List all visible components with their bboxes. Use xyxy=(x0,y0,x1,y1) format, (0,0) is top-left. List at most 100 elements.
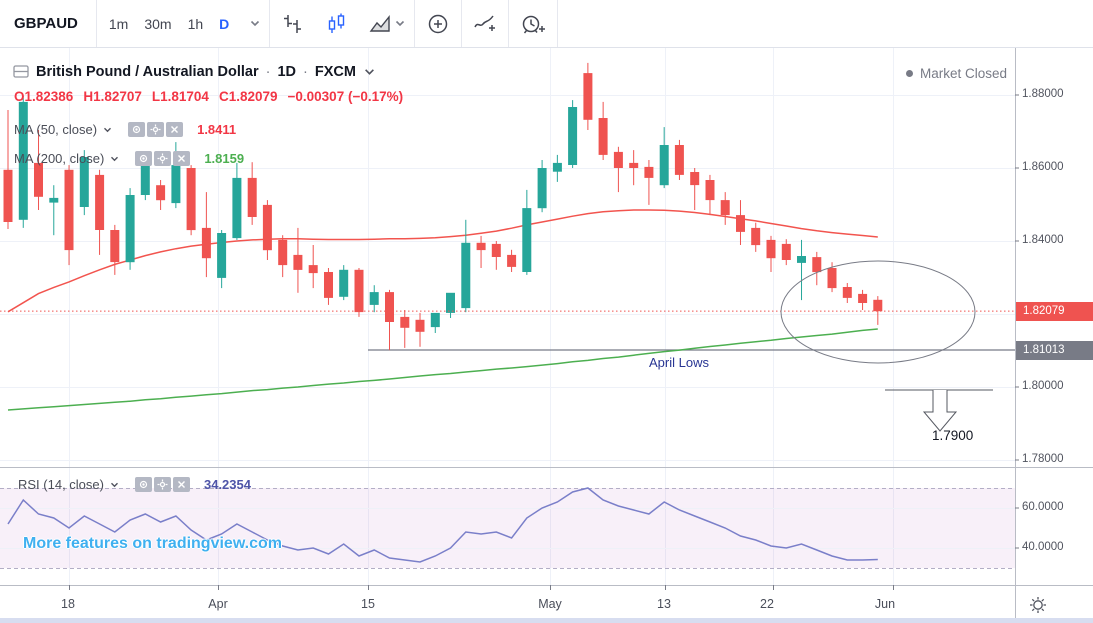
rsi-controls xyxy=(134,477,190,492)
candle xyxy=(247,162,257,225)
gear-icon[interactable] xyxy=(147,122,165,137)
candle xyxy=(201,192,211,278)
title-separator: · xyxy=(303,63,308,80)
candle xyxy=(400,310,410,348)
symbol-legend[interactable]: British Pound / Australian Dollar · 1D ·… xyxy=(13,63,375,80)
candle xyxy=(430,312,440,333)
market-status: Market Closed xyxy=(905,66,1007,81)
chevron-down-icon[interactable] xyxy=(110,156,119,162)
high-value: 1.82707 xyxy=(93,89,142,104)
candle xyxy=(766,235,776,272)
low-value: 1.81704 xyxy=(160,89,209,104)
candle xyxy=(217,230,227,289)
rsi-line xyxy=(7,487,878,563)
bars-chart-type-button[interactable] xyxy=(270,1,314,47)
candle xyxy=(552,154,562,182)
ma50-label: MA (50, close) xyxy=(14,122,98,137)
ma50-controls xyxy=(128,122,184,137)
interval-button-1h[interactable]: 1h xyxy=(187,15,204,32)
candle xyxy=(186,165,196,236)
toolbar-separator xyxy=(557,0,559,47)
alert-button[interactable] xyxy=(509,1,557,47)
candle xyxy=(705,174,715,216)
eye-icon[interactable] xyxy=(135,151,153,166)
level-price-badge: 1.81013 xyxy=(1016,340,1093,360)
chevron-down-icon[interactable] xyxy=(110,482,119,488)
candle xyxy=(873,296,883,325)
candle xyxy=(476,235,486,268)
candle xyxy=(262,200,272,260)
indicators-button[interactable] xyxy=(462,1,508,47)
rsi-label: RSI (14, close) xyxy=(18,477,104,492)
market-status-text: Market Closed xyxy=(919,66,1007,81)
chevron-down-icon[interactable] xyxy=(103,127,112,133)
candle xyxy=(842,283,852,303)
chevron-down-icon[interactable] xyxy=(364,68,375,76)
eye-icon[interactable] xyxy=(134,477,152,492)
ohlc-values-row: O1.82386 H1.82707 L1.81704 C1.82079 −0.0… xyxy=(14,89,403,104)
chevron-down-icon xyxy=(396,20,405,27)
candle xyxy=(64,165,74,266)
interval-group: 1m 30m 1h D xyxy=(97,1,241,47)
interval-button-D[interactable]: D xyxy=(219,15,230,32)
candle xyxy=(598,101,608,160)
ma200-label: MA (200, close) xyxy=(14,151,105,166)
gear-icon[interactable] xyxy=(154,151,172,166)
rsi-band xyxy=(0,488,1015,568)
price-target-annotation-label: 1.7900 xyxy=(932,428,974,443)
toolbar-separator xyxy=(414,0,416,47)
interval-label: 1D xyxy=(277,63,297,80)
candle xyxy=(507,249,517,272)
candle xyxy=(613,146,623,193)
candle xyxy=(3,110,13,229)
close-icon[interactable] xyxy=(172,477,190,492)
gear-icon[interactable] xyxy=(153,477,171,492)
open-value: 1.82386 xyxy=(24,89,74,104)
ma50-value: 1.8411 xyxy=(197,122,237,137)
candle xyxy=(232,162,242,240)
axis-settings-gear-icon[interactable] xyxy=(1028,595,1048,620)
candle xyxy=(812,251,822,286)
symbol-title: British Pound / Australian Dollar xyxy=(36,63,259,80)
symbol-button[interactable]: GBPAUD xyxy=(14,15,78,32)
tradingview-watermark-link[interactable]: More features on tradingview.com xyxy=(23,535,283,552)
candle xyxy=(385,289,394,351)
title-separator: · xyxy=(265,63,271,80)
ma200-legend-row: MA (200, close) 1.8159 xyxy=(14,151,244,166)
interval-button-1m[interactable]: 1m xyxy=(108,15,129,32)
close-icon[interactable] xyxy=(173,151,191,166)
candle xyxy=(415,312,425,347)
candle xyxy=(446,292,455,318)
ellipse-annotation xyxy=(780,260,976,364)
compare-plus-icon xyxy=(429,14,448,33)
close-value: 1.82079 xyxy=(228,89,278,104)
candle xyxy=(781,239,791,266)
candle xyxy=(324,268,333,305)
candle xyxy=(293,227,303,293)
last-price-badge: 1.82079 xyxy=(1016,301,1093,321)
candle xyxy=(583,62,593,130)
april-lows-annotation-label: April Lows xyxy=(649,355,709,370)
status-dot-icon xyxy=(905,70,913,77)
close-icon[interactable] xyxy=(166,122,184,137)
chevron-down-icon xyxy=(251,20,260,27)
ma200-value: 1.8159 xyxy=(204,151,245,166)
indicators-icon xyxy=(474,15,496,31)
candle xyxy=(568,100,578,168)
compare-button[interactable] xyxy=(415,1,461,47)
candle xyxy=(34,130,43,210)
candle xyxy=(461,219,471,313)
eye-icon[interactable] xyxy=(128,122,146,137)
top-toolbar: GBPAUD 1m 30m 1h D xyxy=(0,0,1093,48)
toolbar-separator xyxy=(95,0,97,47)
interval-menu-chevron[interactable] xyxy=(241,1,269,47)
candle xyxy=(369,285,379,313)
bars-chart-icon xyxy=(284,14,302,33)
candles-chart-type-button[interactable] xyxy=(314,1,358,47)
exchange-label: FXCM xyxy=(314,63,356,80)
candles-chart-icon xyxy=(329,13,345,33)
candle xyxy=(644,160,654,205)
interval-button-30m[interactable]: 30m xyxy=(144,15,172,32)
area-chart-type-button[interactable] xyxy=(358,1,414,47)
